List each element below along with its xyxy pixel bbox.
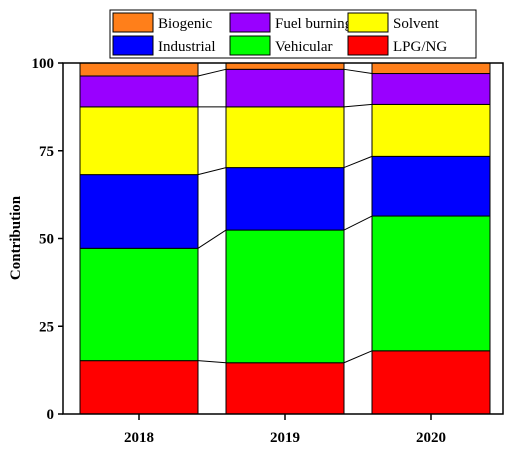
bar-2018-lpg-ng xyxy=(79,360,199,415)
bar-2019-fuel-burning xyxy=(225,68,345,108)
legend-swatch xyxy=(229,12,271,33)
legend-label: Industrial xyxy=(158,39,216,55)
bar-2020-solvent xyxy=(371,103,491,157)
bar-2020-industrial xyxy=(371,155,491,217)
connector-line xyxy=(343,155,373,169)
legend-frame xyxy=(109,9,477,59)
x-tick-label: 2018 xyxy=(124,430,154,446)
legend-swatch xyxy=(229,35,271,56)
connector-line xyxy=(197,68,227,77)
connector-line xyxy=(343,350,373,364)
x-tick-label: 2020 xyxy=(416,430,446,446)
bar-2019-biogenic xyxy=(225,62,345,70)
bar-2018-biogenic xyxy=(79,62,199,77)
legend-label: Solvent xyxy=(393,16,440,32)
bar-2018-solvent xyxy=(79,106,199,176)
legend-swatch xyxy=(347,35,389,56)
bar-2018-vehicular xyxy=(79,247,199,362)
bars xyxy=(79,62,491,415)
y-tick-label: 25 xyxy=(39,319,54,335)
bar-2018-fuel-burning xyxy=(79,75,199,108)
x-tick-label: 2019 xyxy=(270,430,300,446)
y-axis-title: Contribution xyxy=(8,195,24,280)
axes: 0 25 50 75 100 2018 2019 2020 xyxy=(32,56,504,446)
bar-2018-industrial xyxy=(79,174,199,249)
legend-swatch xyxy=(112,12,154,33)
legend-label: Vehicular xyxy=(275,39,332,55)
legend-swatch xyxy=(347,12,389,33)
y-tick-label: 50 xyxy=(39,232,54,248)
bar-2020-lpg-ng xyxy=(371,350,491,415)
bar-2020-fuel-burning xyxy=(371,73,491,105)
bar-2020-vehicular xyxy=(371,215,491,352)
legend-swatch xyxy=(112,35,154,56)
bar-2020-biogenic xyxy=(371,62,491,75)
legend: Biogenic Fuel burning Solvent Industrial Veh… xyxy=(109,9,477,59)
y-tick-label: 0 xyxy=(47,407,55,423)
connector-line xyxy=(343,103,373,108)
y-tick-label: 75 xyxy=(39,144,54,160)
connector-line xyxy=(197,360,227,364)
legend-label: Fuel burning xyxy=(275,16,353,32)
bar-2019-lpg-ng xyxy=(225,362,345,415)
legend-label: Biogenic xyxy=(158,16,212,32)
bar-2019-industrial xyxy=(225,167,345,231)
legend-label: LPG/NG xyxy=(393,39,447,55)
connector-line xyxy=(197,229,227,249)
bar-2019-vehicular xyxy=(225,229,345,364)
connector-line xyxy=(343,68,373,75)
connector-line xyxy=(197,167,227,176)
y-tick-label: 100 xyxy=(32,56,55,72)
bar-2019-solvent xyxy=(225,106,345,169)
connector-line xyxy=(343,215,373,231)
